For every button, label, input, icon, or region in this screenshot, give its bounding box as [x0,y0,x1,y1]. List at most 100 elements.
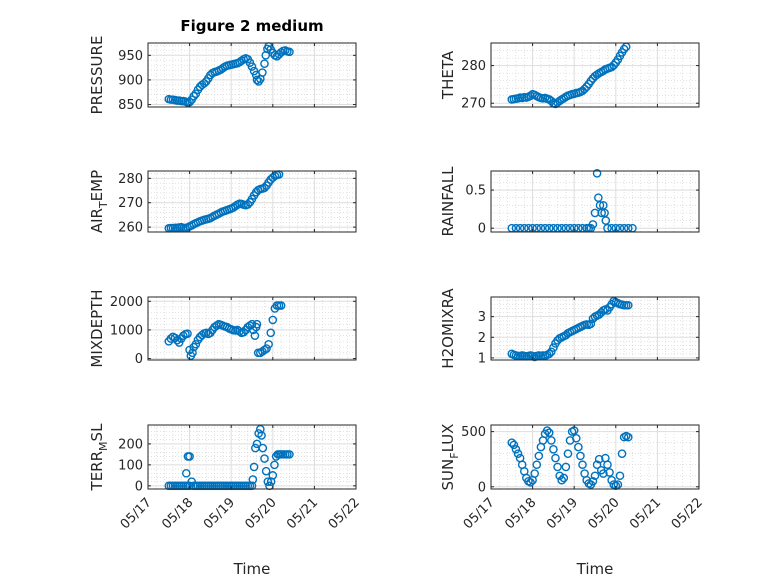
subplot-grid: 850 900 950 PRESSURE 270 280 THETA 260 270 280 AIR… [88,36,706,533]
data-point [260,345,269,355]
data-point [179,331,188,340]
axes-box [147,296,357,361]
x-tick-label: 05/22 [326,495,363,532]
data-point [276,301,286,310]
panel-rainfall: 0 0.5 RAINFALL [439,166,700,237]
axes-box [490,170,700,233]
y-axis-label: AIRTEMP [88,170,110,233]
data-point [250,331,260,340]
data-point [258,443,268,453]
y-tick-label: 270 [461,97,486,112]
data-point [592,460,602,470]
data-point [243,200,253,209]
series-markers [507,426,633,490]
y-axis-label: RAINFALL [439,166,457,237]
axes-box [490,42,700,108]
x-tick-label: 05/21 [284,495,321,532]
major-grid [148,43,356,107]
y-tick-label: 950 [118,49,143,64]
data-point [617,449,627,458]
x-tick-label: 05/17 [118,495,155,532]
data-point [185,452,194,461]
x-tick-label: 05/20 [586,495,623,532]
plot-area [491,171,699,232]
plot-area [491,297,699,360]
y-tick-label: 200 [118,437,143,452]
data-point [197,330,207,340]
y-label-part: AIR [88,208,106,233]
x-tick-label: 05/18 [159,495,196,532]
y-axis-label: THETA [439,50,457,100]
data-point [597,208,606,218]
data-point [594,454,604,464]
data-point [266,328,276,338]
major-grid [491,425,699,489]
axes-box [490,424,700,490]
data-point [542,426,552,435]
x-tick-label: 05/17 [461,495,498,532]
data-point [557,475,567,485]
series-markers [164,301,286,361]
y-label-subscript: F [448,452,461,458]
y-tick-label: 900 [118,73,143,88]
y-tick-label: 100 [118,458,143,473]
x-axis-label-right: Time [576,560,614,578]
data-point [183,329,192,338]
data-point [172,335,182,345]
series-markers [507,42,631,109]
data-point [263,477,273,486]
y-tick-label: 0.5 [465,184,486,199]
data-point [615,471,625,481]
y-label-part: EMP [88,170,106,201]
data-point [595,201,605,210]
figure-title: Figure 2 medium [180,17,323,35]
panel-mixdepth: 0 1000 2000 MIXDEPTH [88,289,357,368]
x-tick-label: 05/21 [627,495,664,532]
data-point [588,220,598,229]
data-point [260,59,269,68]
data-point [561,462,571,472]
y-tick-label: 260 [118,221,143,236]
data-point [586,319,596,329]
data-point [276,48,286,57]
data-point [239,327,248,337]
y-tick-label: 500 [461,425,486,440]
data-point [511,444,521,454]
data-point [191,339,201,349]
y-label-part: SUN [439,459,457,491]
data-point [188,348,197,358]
data-point [509,440,519,450]
data-point [588,476,598,486]
data-point [257,431,266,440]
data-point [526,91,535,101]
series-markers [164,170,284,233]
x-tick-label: 05/18 [502,495,539,532]
data-point [549,343,558,352]
y-axis-label: PRESSURE [88,36,106,115]
y-label-part: LUX [439,424,457,453]
data-point [252,439,262,449]
data-point [530,469,539,478]
y-axis-label: TERRMSL [88,423,110,492]
data-point [571,433,581,443]
x-tick-label: 05/20 [243,495,280,532]
data-point [580,84,589,94]
data-point [258,68,267,77]
x-tick-label: 05/22 [669,495,706,532]
data-point [576,451,585,461]
data-point [212,321,221,330]
data-point [547,347,556,357]
data-point [252,319,262,329]
data-point [268,471,278,480]
data-point [592,168,602,178]
panel-sun_flux: 0 500 05/17 05/18 05/19 05/20 05/21 05/22 SUNFLU… [439,424,706,533]
axes-box [147,42,357,108]
major-grid [148,297,356,360]
data-point [574,442,583,452]
data-point [268,315,278,325]
data-point [199,79,209,88]
plot-area [148,425,356,489]
data-point [623,432,633,442]
data-point [285,450,294,459]
